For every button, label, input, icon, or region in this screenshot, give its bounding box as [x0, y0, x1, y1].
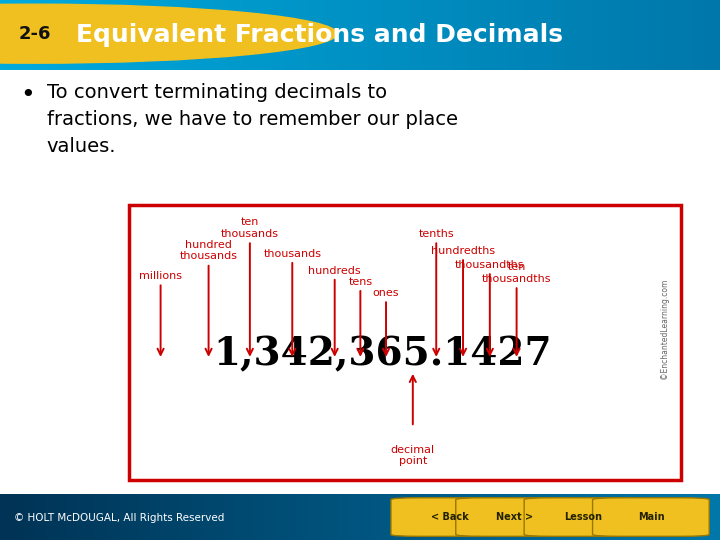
FancyBboxPatch shape: [456, 498, 572, 536]
FancyBboxPatch shape: [391, 498, 508, 536]
Text: tenths: tenths: [418, 229, 454, 239]
Text: millions: millions: [139, 271, 182, 281]
Text: thousands: thousands: [264, 248, 321, 259]
Text: Next >: Next >: [496, 512, 534, 522]
FancyBboxPatch shape: [593, 498, 709, 536]
Text: © HOLT McDOUGAL, All Rights Reserved: © HOLT McDOUGAL, All Rights Reserved: [14, 513, 225, 523]
FancyBboxPatch shape: [524, 498, 641, 536]
Text: hundredths: hundredths: [431, 246, 495, 256]
Text: ten
thousandths: ten thousandths: [482, 262, 552, 284]
Text: hundred
thousands: hundred thousands: [179, 240, 238, 261]
Text: decimal
point: decimal point: [391, 445, 435, 467]
Text: ©EnchantedLearning.com: ©EnchantedLearning.com: [660, 279, 669, 379]
Text: ones: ones: [373, 288, 400, 298]
Text: 1,342,365.1427: 1,342,365.1427: [213, 335, 552, 373]
Text: Main: Main: [639, 512, 665, 522]
Text: To convert terminating decimals to
fractions, we have to remember our place
valu: To convert terminating decimals to fract…: [47, 83, 458, 157]
Text: thousandths: thousandths: [455, 260, 525, 270]
Text: Lesson: Lesson: [564, 512, 602, 522]
Text: tens: tens: [348, 276, 372, 287]
Text: •: •: [20, 83, 35, 107]
Text: < Back: < Back: [431, 512, 469, 522]
Circle shape: [0, 4, 337, 63]
FancyBboxPatch shape: [129, 205, 681, 481]
Text: 2-6: 2-6: [18, 25, 51, 43]
Text: ten
thousands: ten thousands: [221, 218, 279, 239]
Text: hundreds: hundreds: [308, 266, 361, 275]
Text: Equivalent Fractions and Decimals: Equivalent Fractions and Decimals: [76, 23, 562, 47]
